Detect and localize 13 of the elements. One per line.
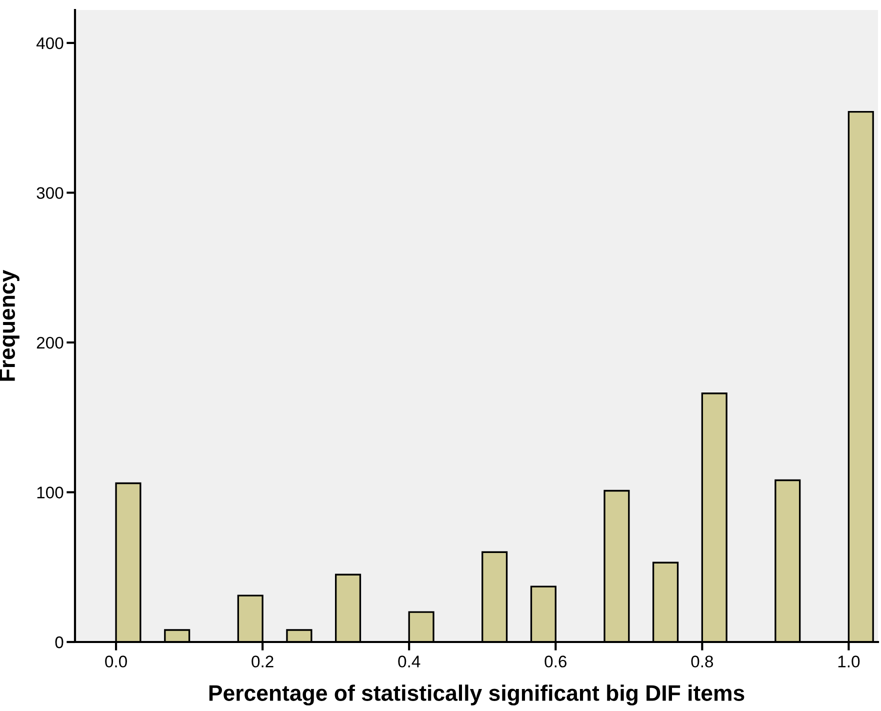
y-tick-label: 0 <box>55 636 64 648</box>
y-tick-label: 200 <box>36 336 64 349</box>
y-tick-label: 100 <box>37 486 64 498</box>
x-axis-title: Percentage of statistically significant big DIF items <box>209 684 744 706</box>
y-tick-label: 300 <box>36 187 64 199</box>
x-tick-label: 0.8 <box>691 656 714 668</box>
x-tick-label: 0.6 <box>544 656 566 668</box>
x-tick-label: 0.4 <box>398 656 420 668</box>
x-tick-label: 1.0 <box>838 656 860 668</box>
x-tick-label: 0.0 <box>105 656 127 668</box>
y-tick-label: 400 <box>36 37 64 50</box>
x-tick-label: 0.2 <box>252 656 274 668</box>
y-axis-title: Frequency <box>0 270 20 381</box>
